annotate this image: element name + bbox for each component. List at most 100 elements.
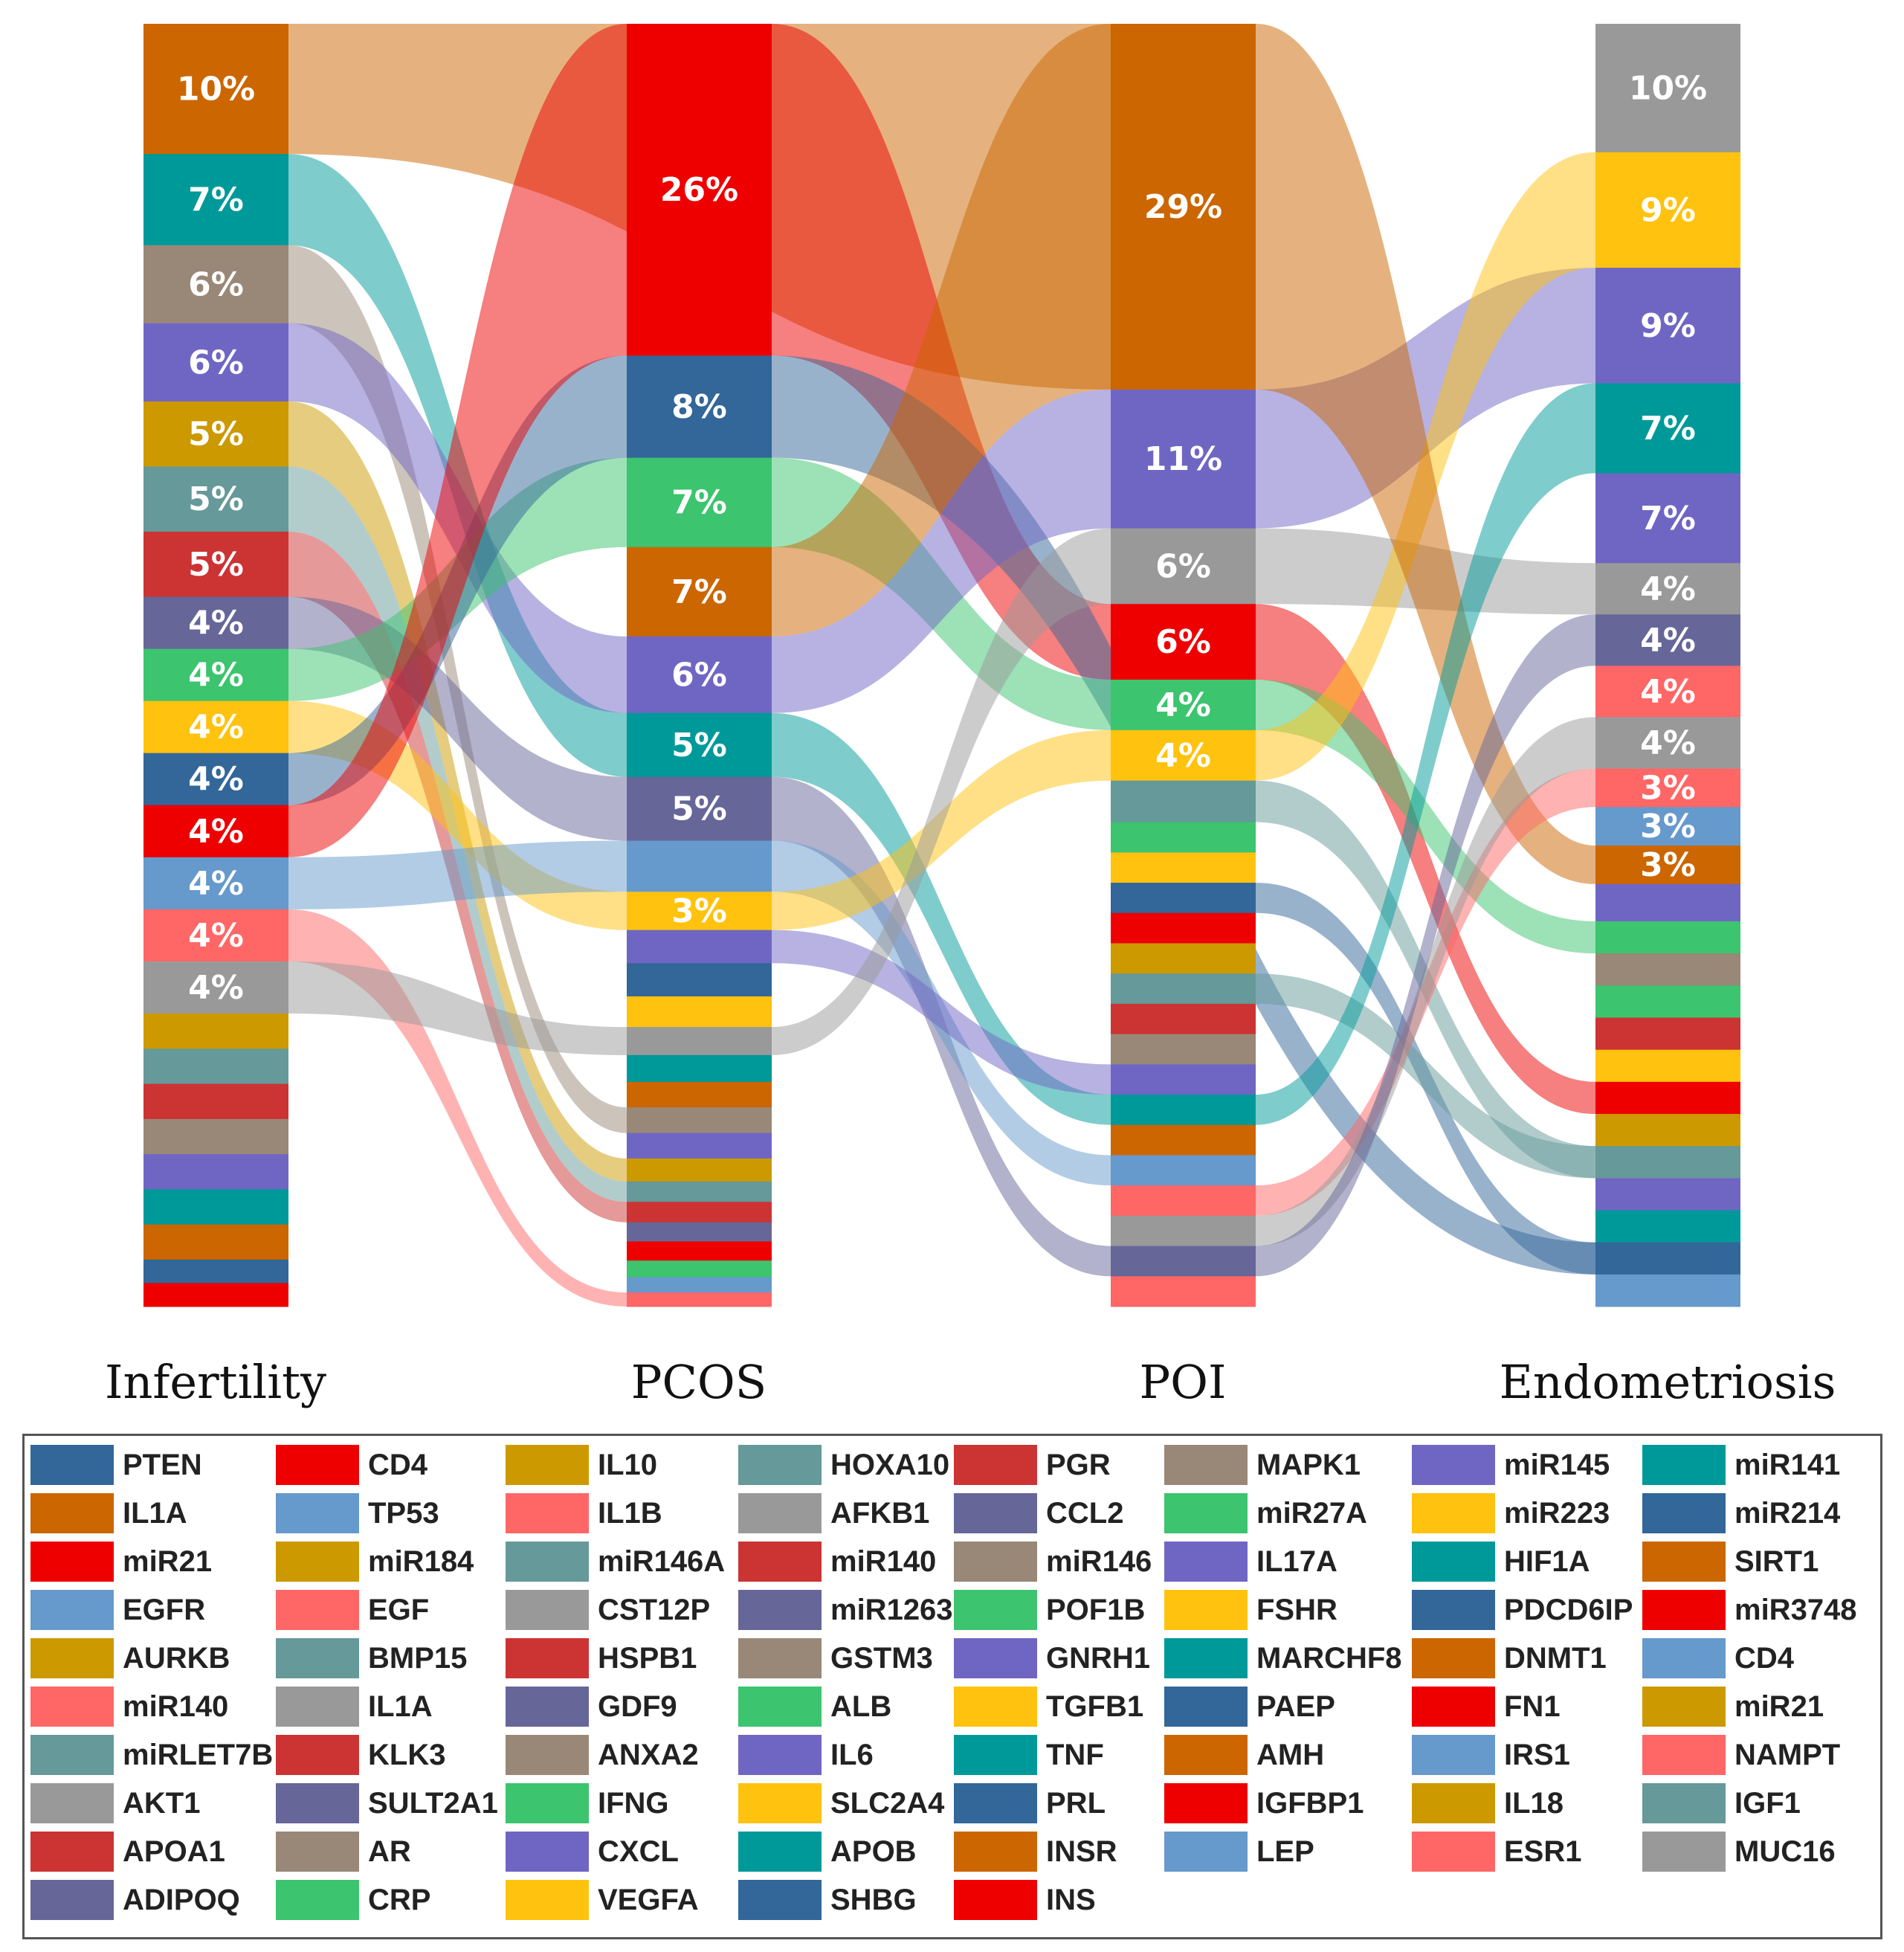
legend-swatch [1642,1735,1726,1775]
bar-segment-poi-2 [1111,528,1256,605]
legend-swatch [506,1542,589,1582]
legend-label: ANXA2 [598,1738,699,1771]
legend-label: TP53 [368,1496,439,1530]
legend-label: CST12P [598,1593,711,1626]
flow-link-11 [288,24,627,857]
bar-segment-poi-12 [1111,973,1256,1005]
percent-label-infertility-5: 5% [188,480,244,518]
legend-item: POF1B [954,1588,1145,1632]
bar-segment-poi-6 [1111,780,1256,823]
bar-segment-pcos-6 [627,776,772,842]
legend-swatch [1642,1783,1726,1823]
percent-label-endometriosis-1: 9% [1640,191,1696,229]
legend-label: INSR [1046,1835,1117,1868]
legend-item: ALB [738,1685,891,1728]
legend-swatch [1412,1638,1495,1678]
percent-label-endometriosis-9: 3% [1640,769,1696,807]
legend-swatch [954,1542,1037,1582]
bar-segment-infertility-5 [143,466,288,532]
legend-item: SIRT1 [1642,1540,1819,1583]
bar-segment-pcos-24 [627,1292,772,1307]
legend-label: miR146 [1046,1544,1152,1578]
bar-segment-pcos-20 [627,1222,772,1242]
legend-item: miR146A [506,1540,725,1583]
legend-swatch [276,1832,359,1872]
bar-segment-pcos-14 [627,1081,772,1108]
bar-segment-infertility-1 [143,154,288,246]
flow-link-34 [1256,973,1595,1179]
bar-segment-poi-10 [1111,912,1256,944]
legend-label: miR145 [1504,1448,1610,1481]
bar-segment-poi-20 [1111,1215,1256,1247]
legend-swatch [738,1687,822,1727]
legend-label: miR1263 [830,1593,953,1626]
legend-item: LEP [1164,1830,1314,1873]
legend-label: GDF9 [598,1690,677,1723]
bar-segment-pcos-23 [627,1277,772,1293]
legend-item: CD4 [1642,1637,1794,1680]
legend-item: IGF1 [1642,1782,1801,1825]
percent-label-poi-3: 6% [1155,623,1211,661]
labels-layer: 10% 7% 6% 6% 5% 5% 5% 4% 4% 4% 4% 4% 4% 4% 4% 26% 8% 7% 7%… [177,69,1707,1007]
bar-segment-infertility-22 [143,1259,288,1283]
percent-label-pcos-4: 6% [671,656,727,694]
legend-item: IL1B [506,1492,662,1535]
legend-item: miR145 [1412,1443,1610,1486]
legend-label: KLK3 [368,1738,446,1771]
legend-swatch [1412,1542,1495,1582]
percent-label-endometriosis-5: 4% [1640,570,1696,608]
bar-segment-pcos-19 [627,1202,772,1223]
legend-swatch [30,1687,114,1727]
legend-label: SHBG [830,1883,917,1916]
percent-label-infertility-4: 5% [188,416,244,454]
legend-swatch [30,1445,114,1485]
legend-label: IL10 [598,1448,658,1481]
legend-swatch [1164,1832,1248,1872]
flow-link-26 [1256,268,1595,529]
legend-item: SLC2A4 [738,1782,944,1825]
bar-segment-pcos-11 [627,996,772,1028]
legend-item: AFKB1 [738,1492,929,1535]
legend-item: miR21 [1642,1685,1824,1728]
legend-swatch [738,1880,822,1920]
legend-swatch [738,1783,822,1823]
legend-item: PRL [954,1782,1106,1825]
legend-swatch [1642,1445,1726,1485]
bar-segment-endometriosis-13 [1595,921,1740,954]
legend-swatch [738,1542,822,1582]
legend-item: INSR [954,1830,1117,1873]
legend-swatch [954,1493,1037,1533]
bar-segment-pcos-18 [627,1181,772,1202]
legend-item: MAPK1 [1164,1443,1361,1486]
legend-label: miRLET7B [123,1738,274,1771]
legend-label: HIF1A [1504,1544,1590,1578]
bar-segment-infertility-6 [143,531,288,598]
legend-item: miR21 [30,1540,212,1583]
legend-swatch [276,1880,359,1920]
legend-swatch [1412,1687,1495,1727]
legend-item: INS [954,1878,1096,1922]
bar-segment-endometriosis-9 [1595,768,1740,808]
bar-segment-endometriosis-0 [1595,24,1740,153]
percent-label-pcos-3: 7% [671,573,727,611]
legend-label: FSHR [1256,1593,1337,1626]
legend-label: MUC16 [1734,1835,1836,1868]
legend-label: miR223 [1504,1496,1610,1530]
bar-segment-infertility-8 [143,648,288,702]
bar-segment-pcos-12 [627,1027,772,1056]
legend-item: ANXA2 [506,1733,699,1777]
legend-item: FN1 [1412,1685,1561,1728]
legend-swatch [506,1445,589,1485]
legend-swatch [276,1493,359,1533]
legend-swatch [276,1687,359,1727]
column-title-infertility: Infertility [105,1355,326,1409]
bar-segment-infertility-17 [143,1083,288,1120]
legend-label: INS [1046,1883,1096,1916]
legend-swatch [30,1783,114,1823]
bar-segment-poi-9 [1111,883,1256,914]
legend-swatch [1164,1493,1248,1533]
legend-label: CD4 [368,1448,428,1481]
bar-segment-endometriosis-6 [1595,614,1740,666]
legend-label: IL1A [368,1690,433,1723]
legend-swatch [1164,1638,1248,1678]
